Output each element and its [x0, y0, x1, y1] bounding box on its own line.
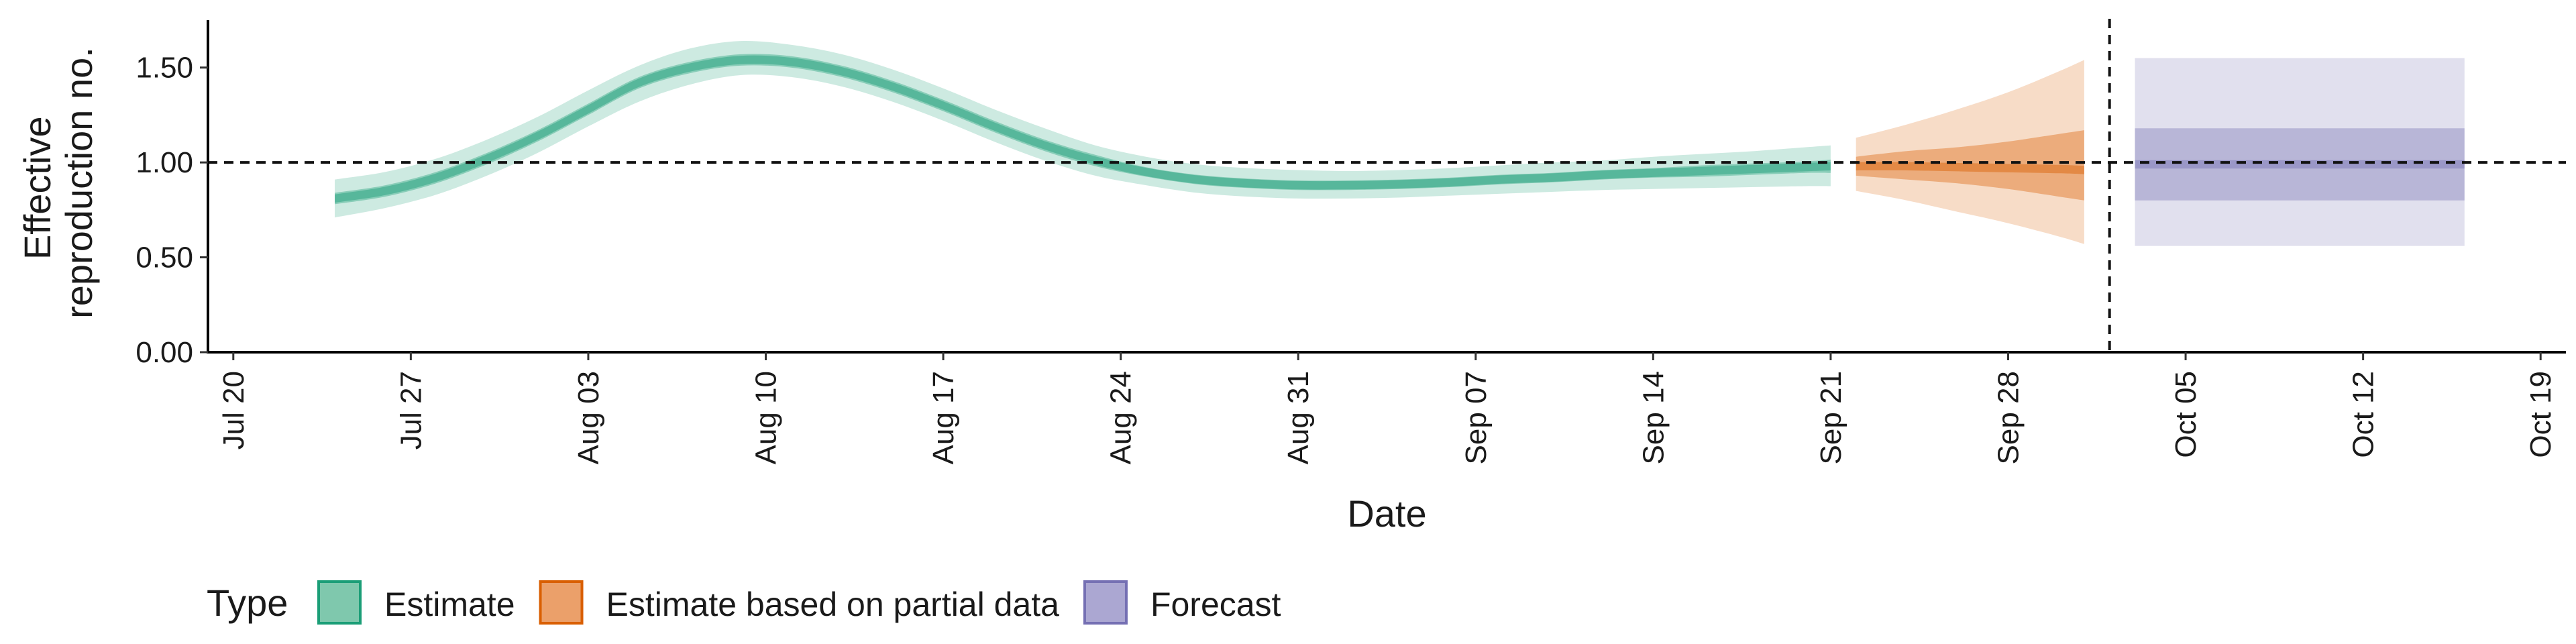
legend-label-estimate-based-on-partial-data: Estimate based on partial data [606, 586, 1060, 623]
y-tick-label: 1.50 [136, 52, 193, 85]
axes: 0.00 0.50 1.00 1.50 Jul 20 Jul 27 Aug 03 Aug 10… [136, 20, 2566, 464]
x-tick-label: Aug 17 [927, 371, 960, 464]
y-axis-title-line-2: reproduction no. [58, 47, 100, 319]
x-tick-label: Sep 07 [1460, 371, 1493, 464]
legend-label-estimate: Estimate [384, 586, 515, 623]
y-tick-label: 0.00 [136, 336, 193, 369]
y-axis-title: Effective reproduction no. [16, 47, 100, 319]
x-tick-label: Sep 21 [1815, 371, 1847, 464]
y-tick-label: 0.50 [136, 241, 193, 274]
x-tick-label: Oct 12 [2347, 371, 2380, 458]
x-tick-label: Aug 31 [1282, 371, 1315, 464]
legend: Type Estimate Estimate based on partial d… [207, 580, 1281, 625]
x-tick-label: Aug 03 [572, 371, 605, 464]
legend-key-estimate [317, 580, 362, 625]
y-axis-title-line-1: Effective [16, 116, 58, 260]
legend-key-forecast [1083, 580, 1128, 625]
x-tick-label: Jul 20 [217, 371, 250, 449]
x-tick-label: Oct 19 [2524, 371, 2557, 458]
x-axis-title: Date [1347, 492, 1426, 535]
x-tick-label: Sep 28 [1992, 371, 2025, 464]
forecast-band-90 [2135, 58, 2465, 246]
x-tick-label: Aug 10 [750, 371, 783, 464]
x-tick-label: Oct 05 [2169, 371, 2202, 458]
forecast-band-50 [2135, 128, 2465, 201]
legend-title: Type [207, 582, 288, 624]
y-tick-label: 1.00 [136, 146, 193, 179]
x-tick-label: Jul 27 [394, 371, 427, 449]
estimate-based-on-partial-data-median-band [1856, 162, 2084, 174]
x-tick-label: Aug 24 [1105, 371, 1138, 464]
legend-label-forecast: Forecast [1150, 586, 1281, 623]
legend-key-estimate-based-on-partial-data [539, 580, 584, 625]
ribbon-layer [335, 40, 2465, 246]
x-tick-label: Sep 14 [1637, 371, 1670, 464]
estimate-band-90 [335, 40, 1831, 218]
reference-lines [208, 19, 2566, 352]
estimate-based-on-partial-data-band-90 [1856, 60, 2084, 244]
estimate-based-on-partial-data-band-50 [1856, 130, 2084, 201]
